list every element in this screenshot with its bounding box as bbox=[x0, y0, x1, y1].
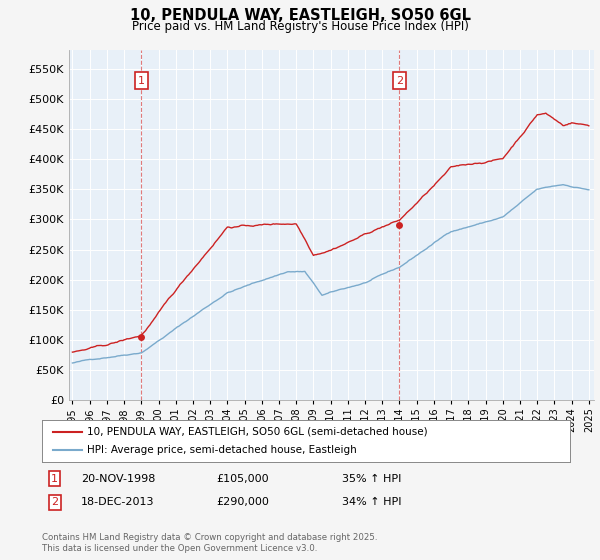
Text: HPI: Average price, semi-detached house, Eastleigh: HPI: Average price, semi-detached house,… bbox=[87, 445, 356, 455]
Text: 10, PENDULA WAY, EASTLEIGH, SO50 6GL: 10, PENDULA WAY, EASTLEIGH, SO50 6GL bbox=[130, 8, 470, 24]
Text: 10, PENDULA WAY, EASTLEIGH, SO50 6GL (semi-detached house): 10, PENDULA WAY, EASTLEIGH, SO50 6GL (se… bbox=[87, 427, 428, 437]
Text: £290,000: £290,000 bbox=[216, 497, 269, 507]
Text: Contains HM Land Registry data © Crown copyright and database right 2025.
This d: Contains HM Land Registry data © Crown c… bbox=[42, 533, 377, 553]
Text: 2: 2 bbox=[396, 76, 403, 86]
Text: 2: 2 bbox=[51, 497, 58, 507]
Text: 34% ↑ HPI: 34% ↑ HPI bbox=[342, 497, 401, 507]
Text: £105,000: £105,000 bbox=[216, 474, 269, 484]
Text: 35% ↑ HPI: 35% ↑ HPI bbox=[342, 474, 401, 484]
Text: Price paid vs. HM Land Registry's House Price Index (HPI): Price paid vs. HM Land Registry's House … bbox=[131, 20, 469, 32]
Text: 1: 1 bbox=[138, 76, 145, 86]
Text: 20-NOV-1998: 20-NOV-1998 bbox=[81, 474, 155, 484]
Text: 1: 1 bbox=[51, 474, 58, 484]
Text: 18-DEC-2013: 18-DEC-2013 bbox=[81, 497, 155, 507]
